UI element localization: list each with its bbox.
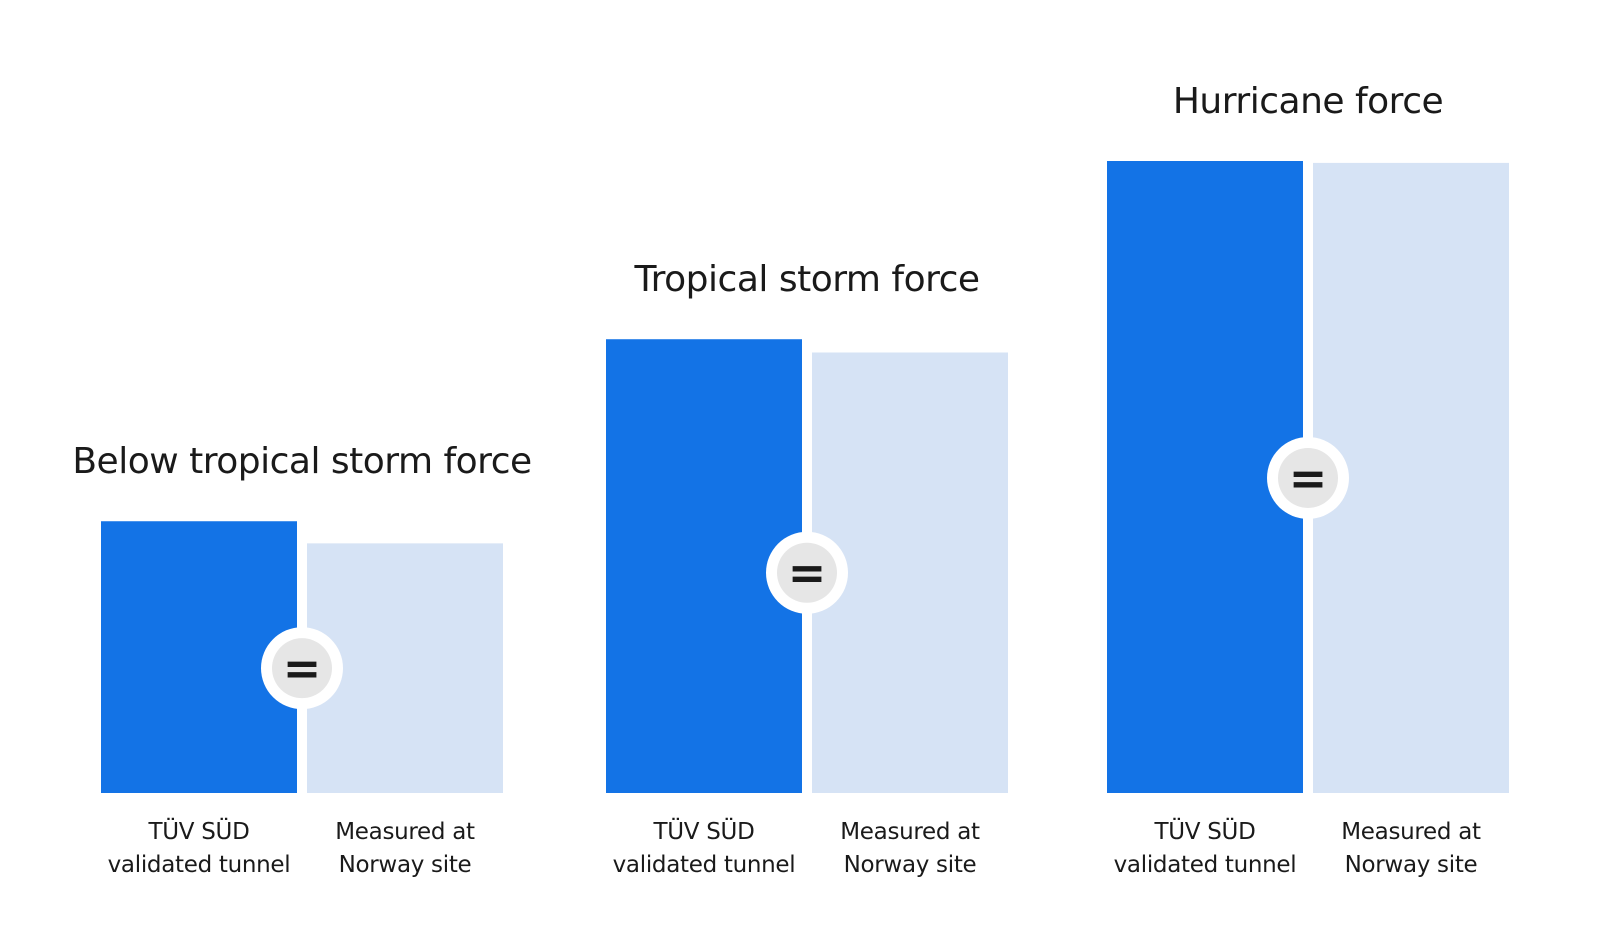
group-title-1: Below tropical storm force xyxy=(72,441,531,482)
bar-label-line1: Measured at xyxy=(1341,819,1481,845)
group-title-3: Hurricane force xyxy=(1173,81,1443,122)
equals-badge-2: = xyxy=(766,531,848,614)
bar-label-line2: Norway site xyxy=(339,852,472,878)
bar-label-line1: Measured at xyxy=(840,819,980,845)
equals-badge-1: = xyxy=(261,627,343,710)
bar-group-2: TÜV SÜD validated tunnel Measured at Norway… xyxy=(606,259,1008,878)
bar-label-line2: validated tunnel xyxy=(613,852,796,878)
equals-icon: = xyxy=(1289,451,1328,505)
equals-icon: = xyxy=(283,641,322,695)
bar-label-line2: validated tunnel xyxy=(1114,852,1297,878)
badge-fill xyxy=(272,638,332,699)
bar-label-line1: TÜV SÜD xyxy=(1154,817,1256,845)
equals-icon: = xyxy=(788,546,827,600)
bar-label-line2: Norway site xyxy=(844,852,977,878)
bar-label-line2: validated tunnel xyxy=(108,852,291,878)
bar-label-line2: Norway site xyxy=(1345,852,1478,878)
badge-fill xyxy=(1278,447,1338,508)
bar-label-line1: Measured at xyxy=(335,819,475,845)
bar-label-line1: TÜV SÜD xyxy=(148,817,250,845)
badge-fill xyxy=(777,542,837,603)
bar-group-3: TÜV SÜD validated tunnel Measured at Norway… xyxy=(1107,81,1509,878)
equals-badge-3: = xyxy=(1267,436,1349,519)
bar-group-1: TÜV SÜD validated tunnel Measured at Norway… xyxy=(72,441,532,878)
group-title-2: Tropical storm force xyxy=(633,259,979,300)
bar-label-line1: TÜV SÜD xyxy=(653,817,755,845)
